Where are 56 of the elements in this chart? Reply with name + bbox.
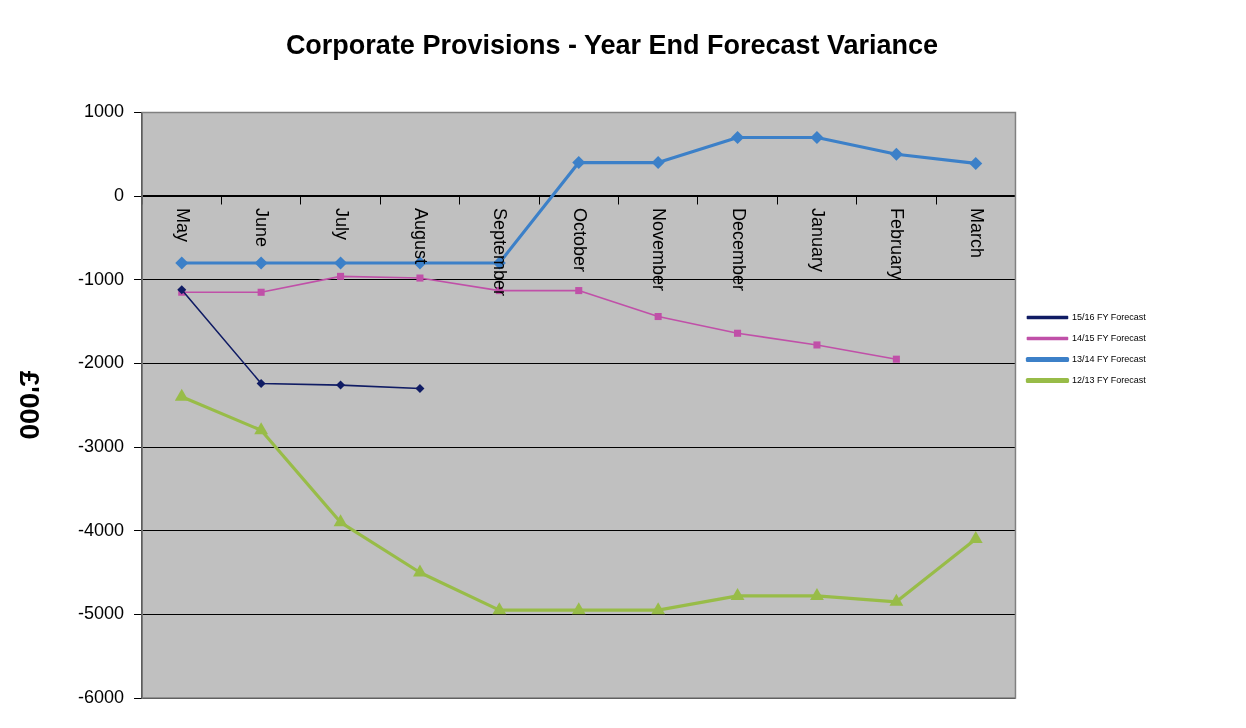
x-tick-label: August	[410, 208, 431, 265]
point	[734, 329, 742, 337]
x-tick-label: January	[807, 208, 828, 273]
legend-label: 14/15 FY Forecast	[1071, 332, 1147, 343]
point	[256, 378, 266, 388]
point	[810, 587, 824, 600]
point	[969, 156, 983, 170]
point	[651, 602, 666, 615]
y-tick-label: -1000	[77, 268, 125, 289]
point	[575, 287, 583, 295]
y-axis-title: £'000	[14, 370, 46, 440]
point	[654, 312, 662, 321]
legend-label: 13/14 FY Forecast	[1071, 353, 1147, 364]
y-tick-label: -3000	[77, 436, 125, 456]
point	[892, 355, 900, 363]
legend-label: 15/16 FY Forecast	[1071, 311, 1147, 322]
point	[889, 593, 904, 606]
x-tick-label: May	[172, 208, 193, 243]
x-tick-label: September	[490, 208, 511, 297]
y-tick-label: -4000	[77, 519, 125, 540]
point	[968, 531, 983, 544]
point	[730, 587, 745, 600]
point	[175, 256, 189, 270]
point	[416, 274, 424, 282]
y-tick-label: 1000	[83, 101, 125, 122]
x-tick-label: February	[887, 208, 908, 281]
point	[889, 147, 903, 161]
point	[810, 131, 824, 144]
point	[336, 380, 346, 390]
x-tick-label: July	[331, 208, 352, 241]
point	[415, 383, 425, 393]
point	[492, 602, 507, 615]
x-tick-label: June	[252, 208, 273, 248]
x-tick-label: November	[649, 208, 670, 292]
point	[813, 341, 821, 349]
y-tick-label: -5000	[77, 603, 125, 624]
point	[413, 564, 427, 577]
point	[337, 272, 345, 280]
point	[571, 602, 586, 615]
y-tick-label: -2000	[77, 352, 125, 373]
chart-title: Corporate Provisions - Year End Forecast Variance	[285, 29, 939, 60]
y-tick-label: 0	[114, 185, 125, 206]
x-tick-label: October	[569, 208, 590, 273]
point	[257, 288, 265, 296]
y-tick-label: -6000	[77, 686, 125, 707]
point	[254, 422, 269, 435]
point	[334, 256, 348, 270]
point	[572, 156, 586, 170]
point	[333, 514, 348, 527]
x-tick-label: December	[728, 208, 749, 292]
point	[731, 131, 745, 144]
point	[174, 388, 189, 401]
point	[651, 156, 665, 170]
point	[254, 256, 268, 270]
legend-label: 12/13 FY Forecast	[1071, 374, 1147, 385]
x-tick-label: March	[966, 208, 987, 259]
